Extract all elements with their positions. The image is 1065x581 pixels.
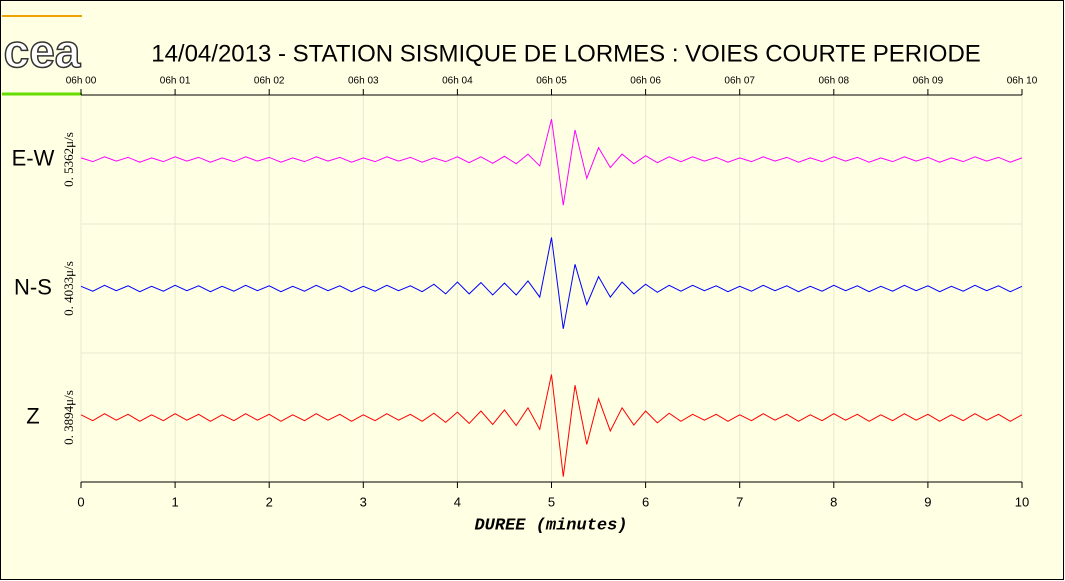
top-tick-label: 06h 07 (724, 76, 755, 87)
top-tick-label: 06h 01 (160, 76, 191, 87)
channel-label: N-S (14, 274, 52, 299)
x-tick-label: 7 (736, 494, 743, 509)
scale-label: 0. 5362μ/s (61, 132, 76, 187)
x-tick-label: 1 (171, 494, 178, 509)
scale-label: 0. 4033μ/s (61, 261, 76, 316)
top-tick-label: 06h 02 (254, 76, 285, 87)
top-tick-label: 06h 09 (913, 76, 944, 87)
top-tick-label: 06h 00 (66, 76, 97, 87)
chart-title: 14/04/2013 - STATION SISMIQUE DE LORMES … (151, 40, 981, 67)
trace (80, 119, 1023, 206)
trace (80, 237, 1023, 329)
x-tick-label: 8 (830, 494, 837, 509)
x-tick-label: 2 (266, 494, 273, 509)
top-tick-label: 06h 04 (442, 76, 473, 87)
channel-label: E-W (12, 145, 55, 170)
x-axis-title: DUREE (minutes) (474, 516, 627, 535)
logo: cea (4, 25, 81, 77)
x-tick-label: 3 (360, 494, 367, 509)
x-tick-label: 5 (548, 494, 555, 509)
top-tick-label: 06h 03 (348, 76, 379, 87)
x-tick-label: 9 (924, 494, 931, 509)
scale-label: 0. 3894μ/s (61, 390, 76, 445)
x-tick-label: 0 (77, 494, 84, 509)
trace (80, 374, 1023, 477)
top-tick-label: 06h 06 (630, 76, 661, 87)
channel-label: Z (26, 403, 39, 428)
x-tick-label: 10 (1015, 494, 1029, 509)
x-tick-label: 4 (454, 494, 461, 509)
x-tick-label: 6 (642, 494, 649, 509)
top-tick-label: 06h 05 (536, 76, 567, 87)
top-tick-label: 06h 08 (819, 76, 850, 87)
top-tick-label: 06h 10 (1007, 76, 1038, 87)
